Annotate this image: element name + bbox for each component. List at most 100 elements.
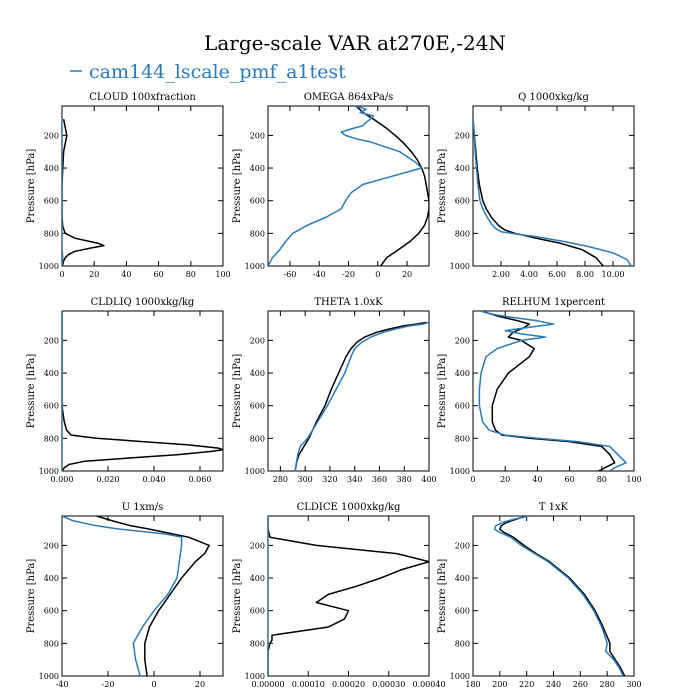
chart-6-ytick-label: 800 [455, 434, 470, 443]
chart-9-xtick-label: 300 [626, 680, 641, 689]
chart-3-series-reference-line [473, 119, 604, 266]
chart-7-xtick-label: -40 [56, 680, 69, 689]
chart-6-ylabel: Pressure [hPa] [437, 354, 448, 429]
chart-6-series-cam144-lscale-pmf-a1test-line [478, 311, 627, 471]
chart-9-series-reference-line [499, 516, 626, 676]
panel-1: CLOUD 100xfraction 0 20 40 60 80 100 200 400 600 8… [26, 92, 231, 279]
chart-1-xtick-label: 40 [121, 270, 131, 279]
chart-3-xtick-label: 2.00 [492, 270, 510, 279]
chart-7-ytick-label: 600 [44, 607, 59, 616]
chart-1-xtick-label: 80 [186, 270, 196, 279]
chart-1-ytick-label: 200 [44, 131, 59, 140]
chart-4-frame [61, 310, 224, 472]
chart-8-ytick-label: 200 [250, 541, 265, 550]
chart-1-ytick-label: 400 [44, 164, 59, 173]
chart-3-xtick-label: 4.00 [520, 270, 538, 279]
panel-6: RELHUM 1xpercent 0 20 40 60 80 100 200 400 600 800… [437, 297, 642, 484]
chart-9-xtick-label: 200 [492, 680, 507, 689]
chart-1-ytick-label: 600 [44, 197, 59, 206]
chart-7-xtick-label: -20 [102, 680, 115, 689]
chart-2-ytick-label: 600 [250, 197, 265, 206]
chart-7-ytick-label: 800 [44, 639, 59, 648]
chart-6-xtick-label: 20 [500, 475, 510, 484]
chart-9-title: T 1xK [539, 502, 569, 513]
chart-8-ytick-label: 400 [250, 574, 265, 583]
chart-3-ytick-label: 200 [455, 131, 470, 140]
chart-4-ytick-label: 1000 [39, 467, 59, 476]
chart-4-xtick-label: 0.040 [143, 475, 166, 484]
chart-7-xtick-label: 20 [195, 680, 205, 689]
chart-2-ylabel: Pressure [hPa] [232, 149, 243, 224]
chart-6-title: RELHUM 1xpercent [502, 297, 605, 308]
panel-8: CLDICE 1000xkg/kg 0.00000 0.00010 0.00020 0.… [232, 502, 446, 689]
chart-5-xtick-label: 320 [322, 475, 337, 484]
chart-6-series-reference-line [480, 311, 616, 471]
chart-9-ylabel: Pressure [hPa] [437, 559, 448, 634]
chart-9-series-cam144-lscale-pmf-a1test-line [493, 516, 624, 676]
chart-5-ytick-label: 200 [250, 336, 265, 345]
chart-8-ytick-label: 800 [250, 639, 265, 648]
panel-2: OMEGA 864xPa/s -60 -40 -20 0 20 200 400 600 800 10… [232, 92, 430, 279]
panel-3: Q 1000xkg/kg 2.00 4.00 6.00 8.00 10.00 200 400 6… [437, 92, 635, 279]
chart-3-ytick-label: 400 [455, 164, 470, 173]
chart-5-xtick-label: 280 [273, 475, 288, 484]
panel-9: T 1xK 180 200 220 240 260 280 300 200 400 600 800 10… [437, 502, 642, 689]
chart-2-ytick-label: 800 [250, 229, 265, 238]
chart-7-frame [61, 515, 224, 677]
chart-9-xtick-label: 280 [600, 680, 615, 689]
chart-4-ylabel: Pressure [hPa] [26, 354, 37, 429]
chart-6-ytick-label: 600 [455, 402, 470, 411]
chart-3-frame [472, 105, 635, 267]
chart-9-xtick-label: 240 [546, 680, 561, 689]
chart-7-ytick-label: 1000 [39, 672, 59, 681]
chart-1-title: CLOUD 100xfraction [89, 92, 196, 103]
chart-5-ytick-label: 1000 [245, 467, 265, 476]
chart-7-ytick-label: 400 [44, 574, 59, 583]
chart-6-xtick-label: 40 [532, 475, 542, 484]
chart-9-xtick-label: 220 [519, 680, 534, 689]
chart-1-xtick-label: 20 [89, 270, 99, 279]
chart-5-xtick-label: 400 [421, 475, 436, 484]
chart-3-series-cam144-lscale-pmf-a1test-line [473, 119, 632, 266]
chart-5-ytick-label: 600 [250, 402, 265, 411]
chart-3-ylabel: Pressure [hPa] [437, 149, 448, 224]
chart-1-xtick-label: 0 [59, 270, 64, 279]
chart-2-xtick-label: -60 [284, 270, 297, 279]
chart-2-xtick-label: 20 [402, 270, 412, 279]
chart-9-ytick-label: 800 [455, 639, 470, 648]
chart-6-ytick-label: 200 [455, 336, 470, 345]
chart-7-ytick-label: 200 [44, 541, 59, 550]
chart-3-xtick-label: 10.00 [602, 270, 625, 279]
chart-5-frame [267, 310, 430, 472]
chart-7-ylabel: Pressure [hPa] [26, 559, 37, 634]
panel-7: U 1xm/s -40 -20 0 20 200 400 600 800 1000 Pressure… [26, 502, 224, 689]
chart-1-ylabel: Pressure [hPa] [26, 149, 37, 224]
chart-5-series-reference-line [294, 321, 427, 471]
chart-5-ytick-label: 800 [250, 434, 265, 443]
chart-9-xtick-label: 180 [465, 680, 480, 689]
chart-1-series-reference-line [62, 118, 105, 266]
chart-2-ytick-label: 400 [250, 164, 265, 173]
chart-2-title: OMEGA 864xPa/s [304, 92, 394, 103]
chart-5-ytick-label: 400 [250, 369, 265, 378]
chart-6-frame [472, 310, 635, 472]
chart-3-xtick-label: 8.00 [576, 270, 594, 279]
chart-5-series-cam144-lscale-pmf-a1test-line [294, 321, 429, 471]
chart-1-ytick-label: 800 [44, 229, 59, 238]
chart-2-xtick-label: -20 [342, 270, 355, 279]
chart-8-xtick-label: 0.00040 [412, 680, 445, 689]
chart-1-xtick-label: 100 [215, 270, 230, 279]
chart-4-ytick-label: 600 [44, 402, 59, 411]
chart-1-series-cam144-lscale-pmf-a1test-line [62, 119, 64, 266]
chart-6-ytick-label: 400 [455, 369, 470, 378]
chart-7-series-cam144-lscale-pmf-a1test-line [62, 516, 183, 676]
chart-8-ylabel: Pressure [hPa] [232, 559, 243, 634]
figure-title: Large-scale VAR at270E,-24N [204, 31, 506, 55]
chart-4-xtick-label: 0.020 [97, 475, 120, 484]
chart-6-xtick-label: 100 [626, 475, 641, 484]
chart-9-xtick-label: 260 [573, 680, 588, 689]
chart-4-xtick-label: 0.000 [51, 475, 74, 484]
chart-2-xtick-label: 0 [375, 270, 380, 279]
